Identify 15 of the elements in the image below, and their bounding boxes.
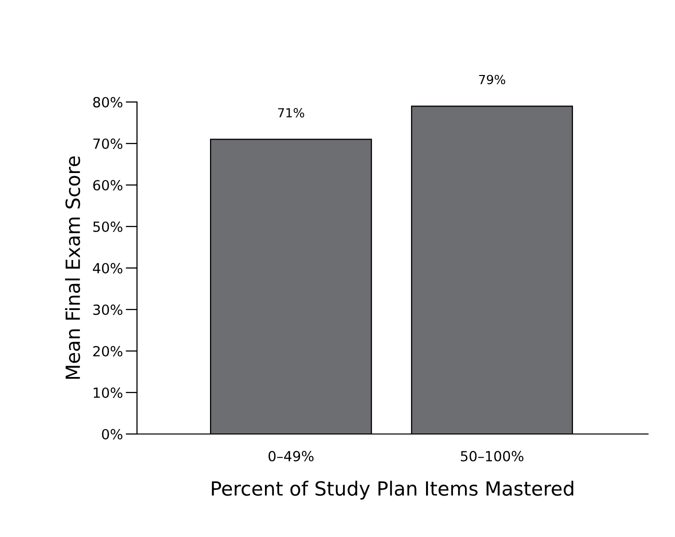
y-tick-label: 50% (93, 221, 122, 232)
y-tick-label: 70% (93, 138, 122, 149)
y-tick-label: 60% (93, 180, 122, 190)
x-tick-label: 50–100% (460, 450, 524, 462)
y-tick-label: 0% (102, 428, 122, 440)
data-label: 79% (479, 74, 506, 84)
x-axis-title: Percent of Study Plan Items Mastered (212, 480, 574, 500)
x-tick-label: 0–49% (268, 450, 314, 462)
y-tick-label: 30% (93, 304, 122, 315)
y-tick-label: 10% (94, 387, 122, 398)
y-tick-label: 80% (93, 96, 122, 108)
data-label: 71% (278, 108, 304, 118)
y-tick-label: 40% (92, 262, 122, 274)
y-axis-title: Mean Final Exam Score (65, 156, 80, 379)
y-tick-label: 20% (93, 346, 122, 356)
